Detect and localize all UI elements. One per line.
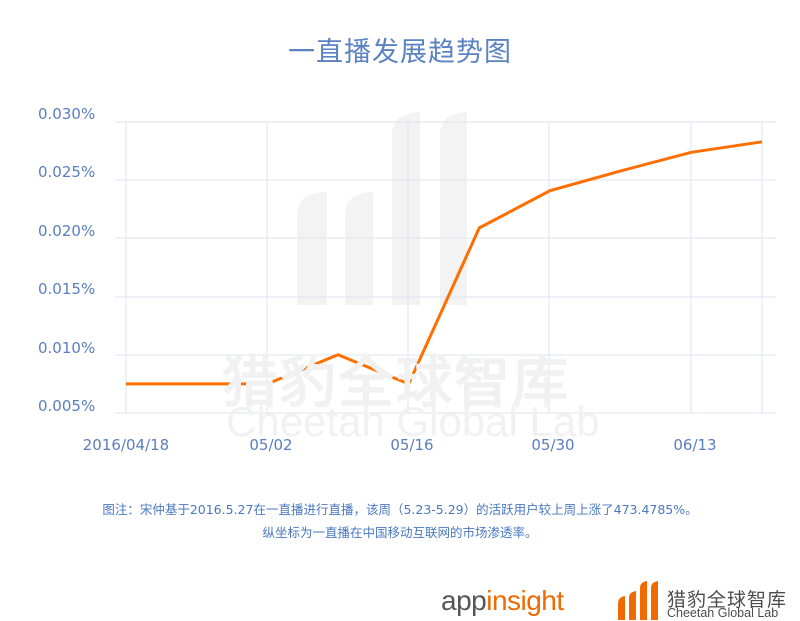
chart-title: 一直播发展趋势图: [288, 37, 512, 68]
y-tick-label: 0.015%: [38, 280, 96, 298]
cheetah-logo-cn: 猎豹全球智库: [667, 589, 788, 611]
y-tick-label: 0.020%: [38, 222, 96, 240]
appinsight-logo: appinsight: [441, 585, 564, 617]
watermark-cn: 猎豹全球智库: [222, 351, 570, 416]
appinsight-logo-part1: app: [441, 585, 487, 616]
x-tick-label: 05/02: [249, 436, 293, 454]
x-tick-label: 2016/04/18: [82, 436, 170, 454]
footnote-line-1: 图注：宋仲基于2016.5.27在一直播进行直播，该周（5.23-5.29）的活…: [102, 502, 698, 517]
cheetah-bars-icon: [618, 581, 658, 620]
x-tick-label: 05/16: [390, 436, 434, 454]
cheetah-logo-en: Cheetah Global Lab: [667, 606, 779, 620]
footnote-line-2: 纵坐标为一直播在中国移动互联网的市场渗透率。: [262, 525, 538, 540]
watermark-bars-icon: [297, 112, 467, 305]
grid: [115, 121, 776, 414]
y-tick-label: 0.025%: [38, 163, 96, 181]
data-line: [126, 140, 763, 386]
x-tick-label: 05/30: [531, 436, 575, 454]
appinsight-logo-part2: insight: [486, 585, 564, 616]
watermark-en: Cheetah Global Lab: [226, 398, 600, 445]
y-tick-label: 0.005%: [38, 397, 96, 415]
y-tick-label: 0.030%: [38, 105, 96, 123]
x-tick-label: 06/13: [673, 436, 717, 454]
y-tick-label: 0.010%: [38, 339, 96, 357]
